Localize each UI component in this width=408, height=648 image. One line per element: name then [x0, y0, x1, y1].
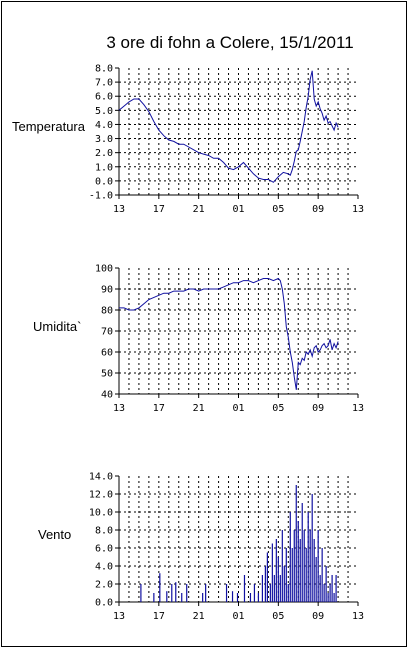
chart-title: 3 ore di fohn a Colere, 15/1/2011: [106, 33, 353, 52]
y-tick-label: 6.0: [95, 544, 113, 555]
x-tick-label: 05: [272, 611, 284, 622]
x-tick-label: 17: [153, 611, 165, 622]
y-tick-label: 10.0: [89, 508, 113, 519]
x-tick-label: 09: [312, 403, 324, 414]
y-tick-label: 40: [101, 390, 113, 401]
series-line: [118, 70, 339, 183]
y-axis-label: Temperatura: [12, 119, 86, 134]
y-tick-label: 90: [101, 285, 113, 296]
x-tick-label: 17: [153, 204, 165, 215]
x-tick-label: 13: [113, 403, 125, 414]
y-tick-label: 4.0: [95, 562, 113, 573]
x-tick-label: 21: [193, 611, 205, 622]
x-tick-label: 21: [193, 204, 205, 215]
x-tick-label: 09: [312, 204, 324, 215]
y-tick-label: 2.0: [95, 580, 113, 591]
y-tick-label: 100: [95, 264, 113, 275]
y-tick-label: 80: [101, 306, 113, 317]
y-tick-label: 50: [101, 369, 113, 380]
y-tick-label: 0.0: [95, 176, 113, 187]
y-tick-label: 12.0: [89, 490, 113, 501]
x-tick-label: 05: [272, 204, 284, 215]
x-tick-label: 21: [193, 403, 205, 414]
y-tick-label: 4.0: [95, 120, 113, 131]
x-tick-label: 09: [312, 611, 324, 622]
y-tick-label: 1.0: [95, 162, 113, 173]
y-axis-label: Umidita`: [33, 319, 81, 334]
y-tick-label: -1.0: [89, 191, 113, 202]
x-tick-label: 05: [272, 403, 284, 414]
y-tick-label: 60: [101, 348, 113, 359]
x-tick-label: 13: [352, 204, 364, 215]
x-tick-label: 13: [352, 611, 364, 622]
y-tick-label: 14.0: [89, 472, 113, 483]
x-tick-label: 13: [113, 611, 125, 622]
y-tick-label: 3.0: [95, 134, 113, 145]
series-line: [119, 277, 339, 390]
x-tick-label: 01: [232, 204, 244, 215]
x-tick-label: 01: [232, 403, 244, 414]
y-axis-label: Vento: [38, 527, 71, 542]
y-tick-label: 0.0: [95, 598, 113, 609]
x-tick-label: 17: [153, 403, 165, 414]
y-tick-label: 2.0: [95, 148, 113, 159]
y-tick-label: 70: [101, 327, 113, 338]
x-tick-label: 01: [232, 611, 244, 622]
y-tick-label: 6.0: [95, 92, 113, 103]
y-tick-label: 5.0: [95, 106, 113, 117]
y-tick-label: 8.0: [95, 64, 113, 75]
x-tick-label: 13: [352, 403, 364, 414]
chart-panel-1: Temperatura 8.0 7.0 6.0 5.0 4.0 3.0 2.0 1.0 0.0 -1…: [12, 64, 364, 216]
x-tick-label: 13: [113, 204, 125, 215]
y-tick-label: 8.0: [95, 526, 113, 537]
y-tick-label: 7.0: [95, 78, 113, 89]
